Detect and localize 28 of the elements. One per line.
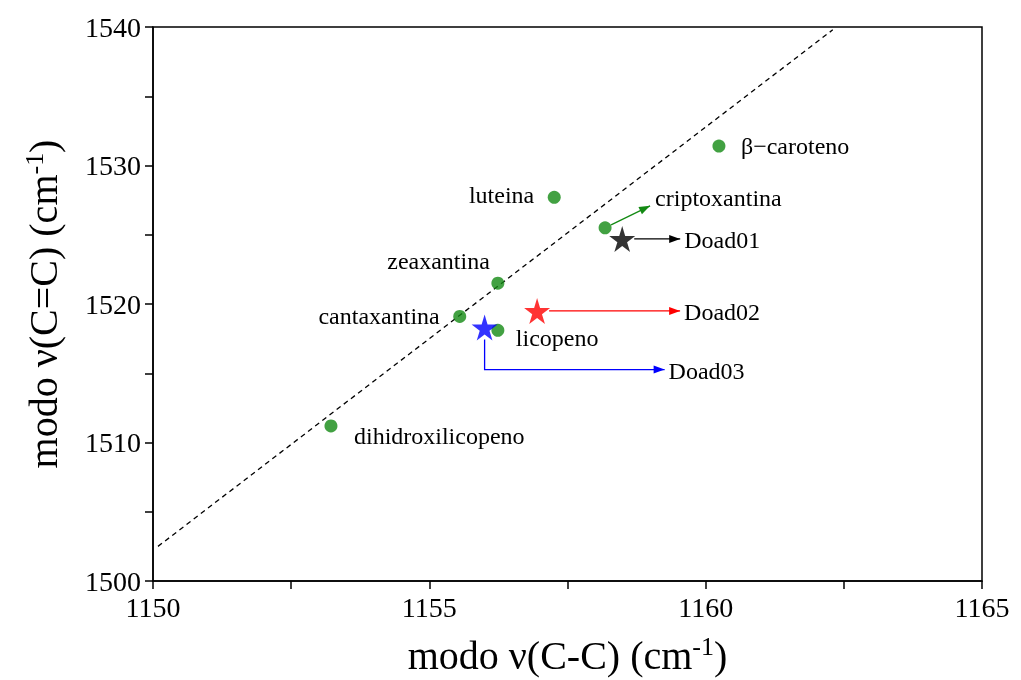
point (453, 309, 467, 323)
point (712, 139, 726, 153)
point (491, 276, 505, 290)
point (524, 297, 551, 324)
y-axis-title: modo ν(C=C) (cm-1) (19, 139, 66, 469)
x-tick-label: 1160 (678, 591, 734, 623)
point (471, 314, 498, 341)
legend-label: Doad03 (668, 357, 745, 384)
annotation: β−caroteno (740, 133, 850, 160)
annotation: cantaxantina (318, 303, 441, 330)
annotation: criptoxantina (655, 184, 783, 211)
point (598, 221, 612, 235)
annotation: zeaxantina (387, 248, 491, 275)
y-tick-label: 1530 (85, 150, 141, 181)
point (324, 419, 338, 433)
point (491, 323, 505, 337)
legend-label: Doad01 (684, 226, 761, 253)
legend-label: Doad02 (684, 298, 761, 325)
point (609, 225, 636, 252)
y-tick-label: 1520 (85, 288, 141, 320)
annotation: dihidroxilicopeno (353, 422, 525, 449)
annotation: licopeno (515, 325, 599, 352)
annotation: luteina (468, 182, 535, 209)
x-tick-label: 1165 (954, 591, 1010, 623)
y-tick-label: 1510 (85, 427, 141, 458)
y-tick-label: 1540 (85, 11, 141, 43)
point (547, 190, 561, 204)
x-tick-label: 1155 (401, 591, 457, 623)
